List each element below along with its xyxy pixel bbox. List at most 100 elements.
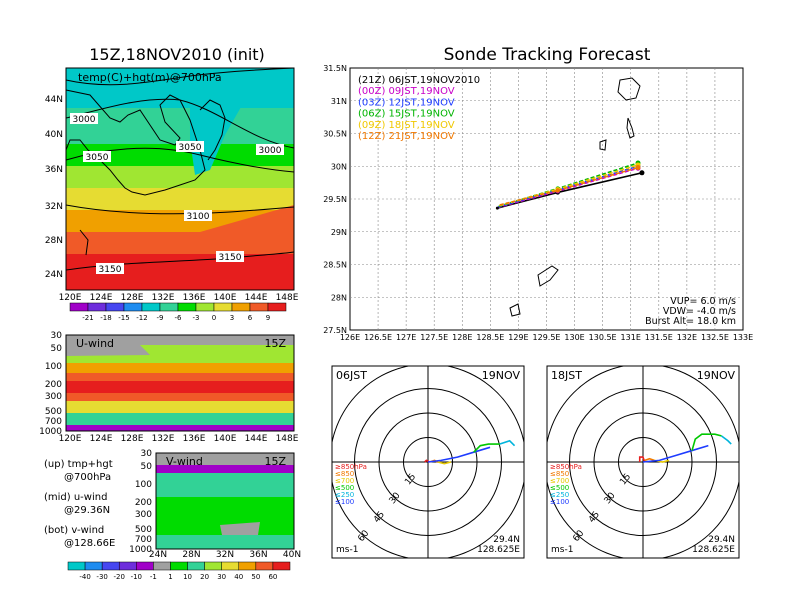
uwind-p-label: 50 bbox=[51, 344, 63, 354]
colorbar-label: 60 bbox=[268, 573, 277, 581]
legend-entry: (00Z) 09JST,19NOV bbox=[358, 86, 455, 97]
colorbar-cell bbox=[272, 561, 291, 571]
vwind-time: 15Z bbox=[264, 455, 286, 468]
contour-label-bg bbox=[216, 251, 244, 262]
track-endpoint bbox=[635, 165, 641, 171]
coastline bbox=[79, 229, 89, 256]
vwind-p-label: 300 bbox=[135, 510, 152, 520]
colorbar-label: 1 bbox=[168, 573, 172, 581]
hodo-date: 19NOV bbox=[697, 369, 736, 382]
contour-label: 3150 bbox=[219, 253, 242, 263]
left-title: 15Z,18NOV2010 (init) bbox=[89, 45, 265, 64]
contour-label: 3000 bbox=[73, 115, 96, 125]
uwind-p-label: 300 bbox=[45, 392, 62, 402]
island bbox=[617, 77, 641, 101]
uwind-lon-label: 124E bbox=[90, 434, 113, 444]
contour-label: 3050 bbox=[179, 143, 202, 153]
track-x-tick: 132.5E bbox=[701, 333, 729, 342]
colorbar-label: 10 bbox=[183, 573, 192, 581]
colorbar-cell bbox=[195, 302, 215, 312]
wind-band bbox=[66, 393, 294, 401]
hodograph-trace bbox=[691, 433, 722, 451]
vwind-p-label: 50 bbox=[141, 462, 153, 472]
uwind-lon-label: 132E bbox=[152, 434, 175, 444]
colorbar-cell bbox=[221, 561, 240, 571]
uwind-lon-label: 120E bbox=[59, 434, 82, 444]
map-lon-label: 128E bbox=[121, 293, 144, 303]
colorbar-label: 6 bbox=[248, 314, 253, 322]
map-panel: temp(C)+hgt(m)@700hPa 3000 3050 3050 3000 31… bbox=[45, 67, 299, 303]
coastline bbox=[65, 89, 206, 196]
contour-label: 3100 bbox=[187, 212, 210, 222]
hodo-time: 18JST bbox=[551, 369, 582, 382]
wind-band bbox=[66, 413, 294, 425]
track-y-tick: 27.5N bbox=[323, 326, 347, 335]
hodo-level: ≤500 bbox=[550, 484, 569, 492]
vwind-lat-label: 28N bbox=[182, 550, 200, 560]
track-x-tick: 129.5E bbox=[533, 333, 561, 342]
colorbar-label: -3 bbox=[193, 314, 200, 322]
colorbar-cell bbox=[123, 302, 143, 312]
hodo-unit: ms-1 bbox=[336, 545, 358, 555]
hodograph-trace bbox=[720, 435, 732, 445]
colorbar-cell bbox=[213, 302, 233, 312]
hodograph-trace bbox=[638, 456, 646, 463]
side-notes: (up) tmp+hgt @700hPa (mid) u-wind @29.36… bbox=[44, 459, 115, 549]
vwind-lat-label: 32N bbox=[216, 550, 234, 560]
colorbar-cell bbox=[87, 302, 107, 312]
contour-label: 3000 bbox=[259, 146, 282, 156]
legend-entry: (09Z) 18JST,19NOV bbox=[358, 120, 455, 131]
note-up-1: (up) tmp+hgt bbox=[44, 459, 113, 470]
map-lon-label: 120E bbox=[59, 293, 82, 303]
wind-band bbox=[66, 425, 294, 431]
hodograph-trace bbox=[427, 446, 491, 463]
track-x-tick: 126.5E bbox=[364, 333, 392, 342]
contour-label-bg bbox=[176, 141, 204, 152]
hodo-level: ≤100 bbox=[550, 498, 569, 506]
hodo-lat: 29.4N bbox=[708, 535, 735, 545]
track-x-tick: 130.5E bbox=[589, 333, 617, 342]
colorbar-label: -15 bbox=[118, 314, 129, 322]
colorbar-cell bbox=[69, 302, 89, 312]
vwind-p-label: 1000 bbox=[129, 545, 152, 555]
hodo-lon: 128.625E bbox=[692, 545, 735, 555]
track-x-tick: 131.5E bbox=[645, 333, 673, 342]
colorbar-cell bbox=[249, 302, 269, 312]
track-y-tick: 30.5N bbox=[323, 130, 347, 139]
vwind-p-label: 100 bbox=[135, 480, 152, 490]
colorbar-cell bbox=[141, 302, 161, 312]
track-y-tick: 29N bbox=[331, 228, 347, 237]
colorbar-cell bbox=[170, 561, 188, 571]
hodo-unit: ms-1 bbox=[551, 545, 573, 555]
colorbar-cell bbox=[84, 561, 103, 571]
hodo-level: ≤250 bbox=[335, 491, 354, 499]
hodo-level: ≤850 bbox=[335, 470, 354, 478]
colorbar-label: -6 bbox=[175, 314, 183, 322]
uwind-label: U-wind bbox=[76, 337, 114, 350]
map-lat-label: 24N bbox=[45, 270, 63, 280]
legend-entry: (21Z) 06JST,19NOV2010 bbox=[358, 75, 480, 86]
hodo-lat: 29.4N bbox=[493, 535, 520, 545]
colorbar-cell bbox=[187, 561, 205, 571]
colorbar-label: -12 bbox=[136, 314, 147, 322]
note-bot-1: (bot) v-wind bbox=[44, 525, 104, 536]
note-mid-1: (mid) u-wind bbox=[44, 492, 107, 503]
track-info-text: Burst Alt= 18.0 km bbox=[645, 316, 736, 327]
colorbar-label: -30 bbox=[96, 573, 107, 581]
map-lon-label: 124E bbox=[90, 293, 113, 303]
hodo-level: ≤850 bbox=[550, 470, 569, 478]
map-lat-label: 40N bbox=[45, 130, 63, 140]
wind-band bbox=[156, 465, 294, 473]
colorbar-cell bbox=[238, 561, 257, 571]
uwind-time: 15Z bbox=[264, 337, 286, 350]
vwind-p-label: 700 bbox=[135, 535, 152, 545]
map-lon-label: 132E bbox=[152, 293, 175, 303]
map-lon-label: 144E bbox=[245, 293, 268, 303]
cold-pool bbox=[190, 68, 250, 175]
track-x-tick: 133E bbox=[733, 333, 753, 342]
note-bot-2: @128.66E bbox=[64, 538, 115, 549]
height-contour bbox=[65, 204, 295, 215]
